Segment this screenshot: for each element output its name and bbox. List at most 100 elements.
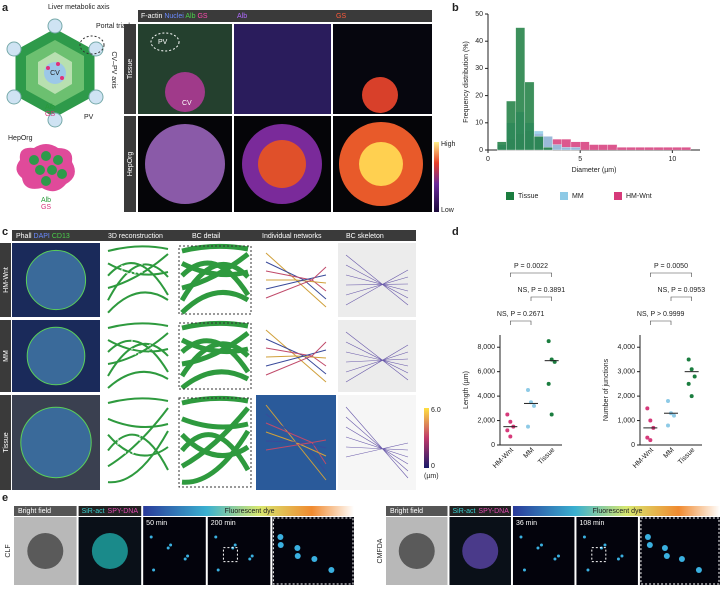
- y-tick-label: 1,000: [617, 417, 635, 424]
- histogram-bar: [497, 141, 507, 151]
- dye-scale: [143, 506, 354, 516]
- column-header: Phall DAPI CD13: [16, 233, 70, 240]
- image-grid: HM-Wnt MM Tissue: [0, 243, 416, 490]
- skeleton: [345, 436, 409, 458]
- histogram-bar: [653, 147, 664, 151]
- column-header: BC skeleton: [346, 233, 384, 240]
- row-label: HM-Wnt: [3, 267, 10, 293]
- zoom-box: [591, 547, 607, 563]
- micrograph-detail: [20, 406, 92, 479]
- micrograph-detail: [258, 140, 306, 188]
- dye-spot: [582, 535, 586, 539]
- histogram-bar: [589, 144, 599, 151]
- data-point: [666, 399, 670, 403]
- data-point: [692, 374, 697, 379]
- histogram-bar: [570, 147, 581, 151]
- liver-diagram: [6, 18, 105, 128]
- network: [265, 440, 327, 449]
- column-header: F-actin Nuclei Alb GS: [141, 13, 208, 20]
- network: [180, 432, 251, 472]
- dye-spot: [539, 543, 543, 547]
- dye-spot: [556, 554, 560, 558]
- data-point: [666, 423, 670, 428]
- histogram-bar: [662, 147, 673, 151]
- network: [107, 370, 169, 389]
- micrograph-detail: [26, 326, 86, 386]
- y-tick-label: 3,000: [617, 369, 635, 376]
- skeleton: [345, 283, 409, 286]
- micrograph: [272, 517, 354, 585]
- header-bar: [14, 506, 77, 516]
- skeleton: [345, 254, 409, 306]
- x-tick-label: Tissue: [537, 447, 556, 466]
- label: Alb: [41, 197, 51, 204]
- data-point: [505, 428, 510, 433]
- stain: SPY-DNA: [478, 508, 509, 515]
- dye-spot: [522, 568, 526, 572]
- colorbar-label: (µm): [424, 473, 439, 480]
- data-point: [645, 406, 650, 411]
- row-label: CLF: [5, 544, 12, 557]
- dye-spot: [169, 543, 173, 547]
- zoom-box: [131, 337, 151, 355]
- network: [265, 439, 327, 451]
- network: [179, 261, 250, 302]
- dye-spot: [663, 553, 670, 559]
- heporg-diagram: [16, 144, 75, 192]
- row-bar: [0, 395, 11, 490]
- y-tick-label: 6,000: [477, 369, 495, 376]
- skeleton: [345, 274, 409, 292]
- skeleton: [345, 331, 409, 381]
- skeleton: [345, 341, 409, 374]
- y-axis-label: Length (µm): [463, 371, 470, 409]
- data-point: [546, 381, 551, 386]
- row-label: MM: [3, 350, 10, 362]
- network: [107, 245, 169, 252]
- micrograph-detail: [145, 124, 225, 204]
- network: [107, 397, 169, 404]
- annotation: NS, P > 0.9999: [637, 311, 685, 318]
- bracket: [510, 272, 552, 277]
- dye-spot: [294, 545, 301, 551]
- label: HepOrg: [8, 135, 33, 142]
- y-tick-label: 2,000: [477, 417, 495, 424]
- micrograph-detail: [398, 533, 435, 569]
- x-tick-label: MM: [663, 447, 676, 460]
- dye-spot: [216, 568, 220, 572]
- network: [107, 262, 169, 296]
- row-label: Tissue: [127, 59, 134, 79]
- stain: F-actin: [141, 13, 163, 20]
- column-header: Fluorescent dye: [593, 508, 643, 515]
- outline: [150, 32, 180, 52]
- y-tick-label: 30: [475, 65, 483, 72]
- network: [107, 342, 169, 377]
- data-point: [532, 403, 536, 408]
- image-label: PV: [158, 39, 168, 46]
- column-header: Bright field: [390, 508, 423, 515]
- histogram-bar: [506, 100, 516, 151]
- time-label: 36 min: [516, 520, 537, 527]
- y-tick-label: 40: [475, 38, 483, 45]
- dye-spot: [536, 546, 540, 550]
- histogram-bar: [607, 144, 618, 151]
- dye-spot: [186, 554, 190, 558]
- dye-spot: [328, 567, 335, 573]
- colorbar-label: 0: [431, 463, 435, 470]
- micrograph: [102, 243, 174, 317]
- header-bar: [138, 10, 432, 22]
- micrograph-detail: [165, 72, 205, 112]
- column-header: Alb: [237, 13, 247, 20]
- data-point: [526, 424, 530, 429]
- dye-spot: [250, 554, 254, 558]
- dye-spot: [233, 543, 237, 547]
- panel-label: c: [2, 226, 8, 238]
- x-tick-label: 5: [578, 156, 582, 163]
- dye-spot: [616, 557, 620, 561]
- data-point: [526, 388, 530, 392]
- zoom-box: [272, 517, 354, 585]
- x-axis-label: Diameter (µm): [572, 167, 617, 174]
- label: GS: [41, 204, 51, 211]
- network: [181, 429, 251, 485]
- row-bar: [124, 24, 136, 114]
